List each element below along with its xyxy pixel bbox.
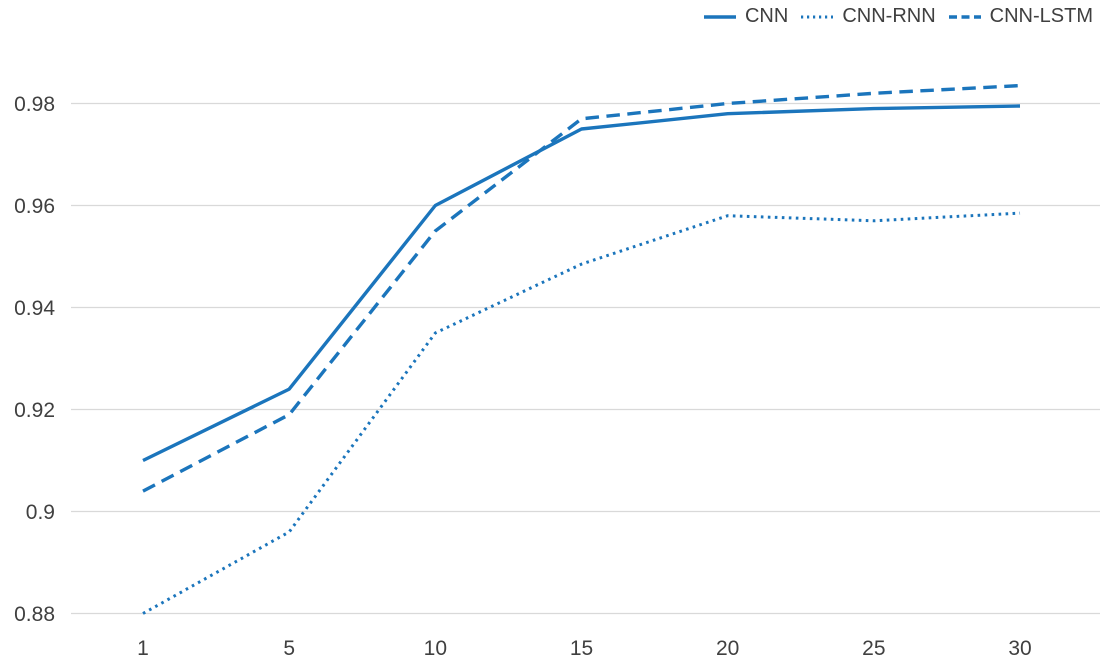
series-line-cnn-lstm: [142, 83, 1021, 493]
legend-label-cnn: CNN: [744, 5, 789, 27]
legend-item-cnn: CNN: [703, 5, 788, 28]
x-tick-label: 1: [137, 637, 149, 660]
solid-line-icon: [703, 14, 736, 19]
dashed-line-icon: [948, 14, 981, 19]
y-tick-label: 0.98: [14, 93, 55, 116]
y-tick-label: 0.88: [14, 603, 55, 626]
series-line-cnn: [142, 104, 1021, 463]
y-tick-label: 0.9: [26, 501, 55, 524]
y-tick-label: 0.96: [14, 195, 55, 218]
x-tick-label: 5: [283, 637, 295, 660]
x-tick-label: 15: [570, 637, 593, 660]
x-tick-label: 30: [1008, 637, 1031, 660]
series-line-cnn-rnn: [142, 211, 1021, 615]
x-tick-label: 10: [424, 637, 447, 660]
legend-item-cnn-rnn: CNN-RNN: [800, 5, 936, 28]
y-tick-label: 0.94: [14, 297, 55, 320]
x-tick-label: 25: [862, 637, 885, 660]
x-tick-label: 20: [716, 637, 739, 660]
legend-label-cnn-rnn: CNN-RNN: [842, 5, 936, 27]
legend: CNN CNN-RNN CNN-LSTM: [703, 5, 1093, 28]
legend-label-cnn-lstm: CNN-LSTM: [989, 5, 1093, 27]
legend-item-cnn-lstm: CNN-LSTM: [948, 5, 1093, 28]
dotted-line-icon: [801, 15, 834, 18]
y-tick-label: 0.92: [14, 399, 55, 422]
